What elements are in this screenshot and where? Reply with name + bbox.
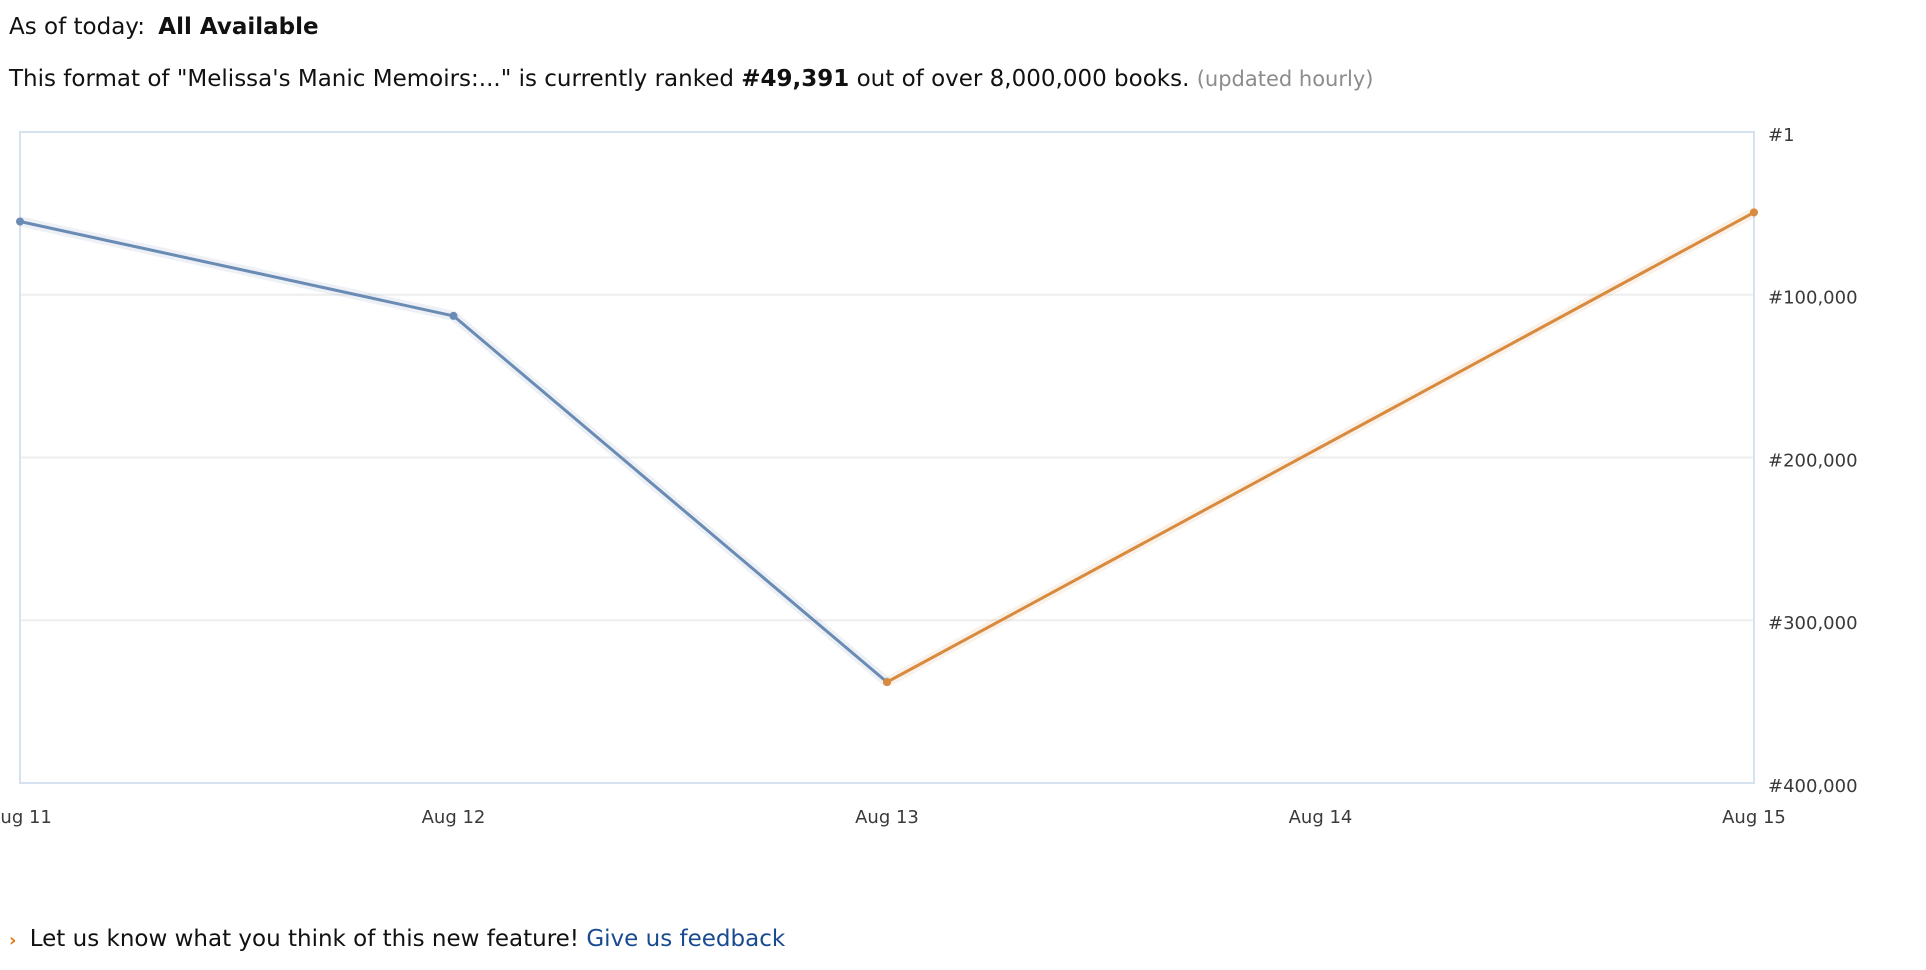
- status-value: All Available: [158, 14, 319, 40]
- y-tick-label: #200,000: [1768, 450, 1858, 471]
- update-note: (updated hourly): [1196, 67, 1374, 91]
- sales-rank-summary: This format of "Melissa's Manic Memoirs:…: [9, 66, 1373, 92]
- y-tick-label: #300,000: [1768, 613, 1858, 634]
- feedback-line: › Let us know what you think of this new…: [9, 926, 785, 952]
- x-tick-label: Aug 13: [855, 807, 919, 828]
- y-tick-label: #100,000: [1768, 288, 1858, 309]
- sales-rank-chart: #1 #100,000 #200,000 #300,000 #400,000 Aug 11…: [0, 125, 1858, 828]
- y-tick-label: #400,000: [1768, 776, 1858, 797]
- series-line-current: [886, 211, 1755, 684]
- x-tick-label: Aug 11: [0, 807, 52, 828]
- chevron-right-icon: ›: [9, 930, 17, 951]
- status-label: As of today:: [9, 14, 145, 40]
- data-point: [883, 678, 891, 687]
- data-point: [1750, 208, 1758, 217]
- x-tick-label: Aug 12: [422, 807, 486, 828]
- rank-suffix: out of over 8,000,000 books.: [856, 66, 1190, 92]
- series-line-shadow: [18, 216, 891, 686]
- plot-area-border: [19, 131, 1755, 784]
- x-tick-label: Aug 14: [1289, 807, 1353, 828]
- data-point: [16, 217, 24, 226]
- availability-status: As of today: All Available: [9, 14, 319, 40]
- x-tick-label: Aug 15: [1722, 807, 1786, 828]
- feedback-link[interactable]: Give us feedback: [586, 926, 786, 952]
- data-point: [449, 311, 458, 320]
- rank-prefix: This format of "Melissa's Manic Memoirs:…: [9, 66, 734, 92]
- y-tick-label: #1: [1768, 125, 1795, 146]
- feedback-text: Let us know what you think of this new f…: [29, 926, 580, 952]
- series-line-past: [19, 220, 888, 684]
- rank-value: #49,391: [741, 66, 850, 92]
